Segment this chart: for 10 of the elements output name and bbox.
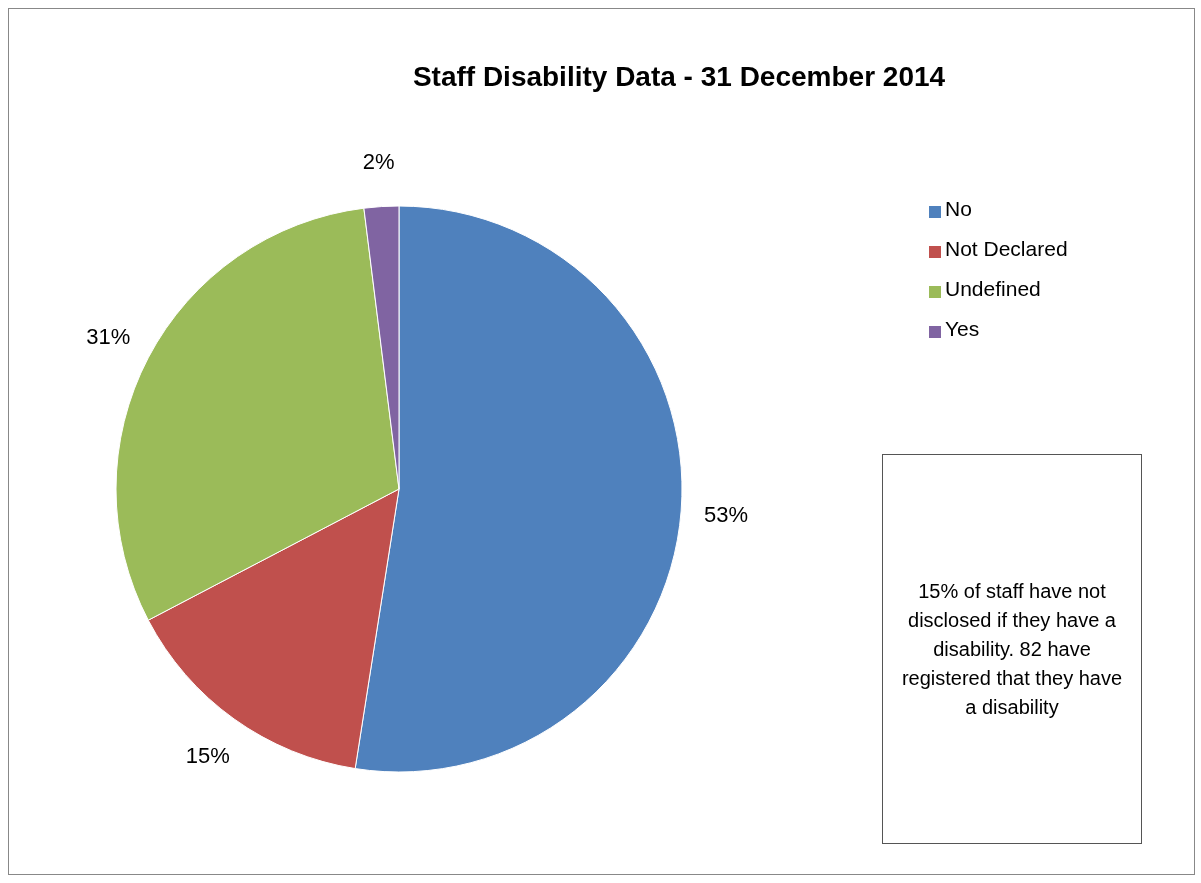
legend-label: Not Declared — [945, 237, 1068, 260]
data-label: 31% — [86, 324, 131, 350]
text: 15% of staff have not disclosed if they have a disability. 82 have registered that they have a disability — [882, 454, 1142, 844]
data-label: 15% — [185, 743, 230, 769]
data-label: 2% — [362, 149, 395, 175]
legend-label: Yes — [945, 317, 980, 340]
chart-title: Staff Disability Data - 31 December 2014 — [411, 61, 947, 93]
legend-label: Undefined — [945, 277, 1041, 300]
data-label: 53% — [703, 501, 749, 527]
legend-label: No — [945, 197, 972, 220]
